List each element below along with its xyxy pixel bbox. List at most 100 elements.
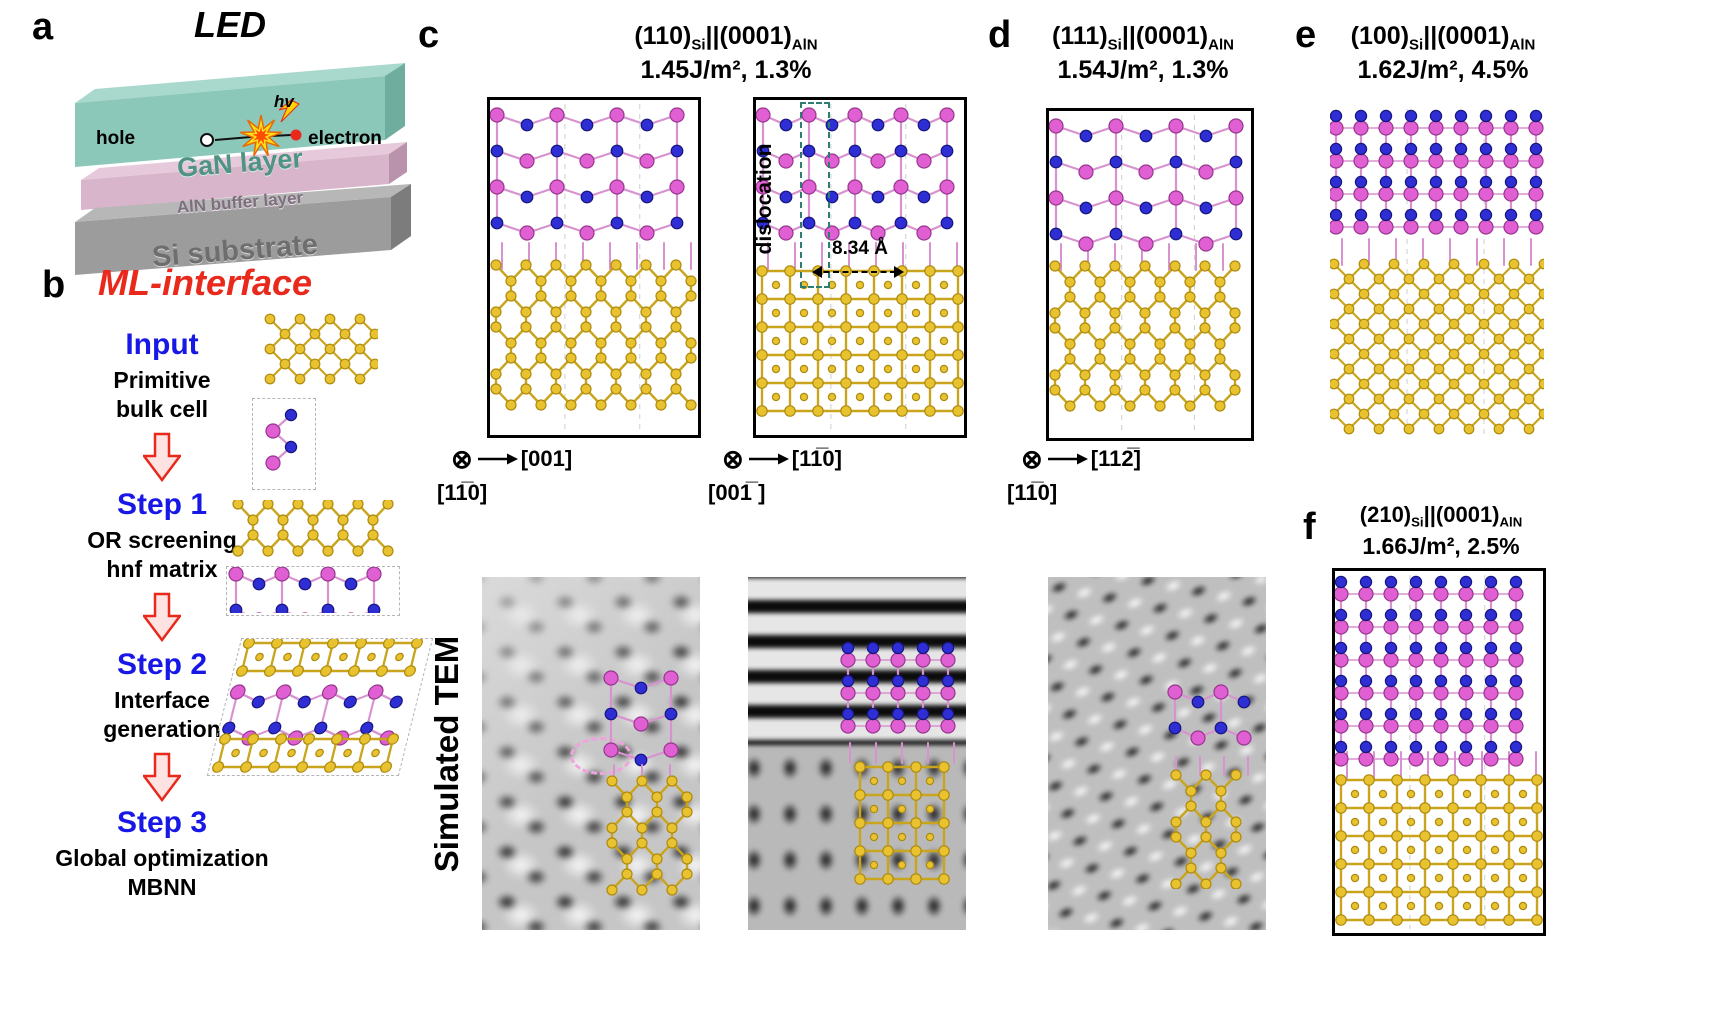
e-sep: || bbox=[1423, 22, 1438, 50]
aln-top-face bbox=[81, 142, 407, 180]
panel-c-label: c bbox=[418, 14, 440, 56]
simulated-tem-label: Simulated TEM bbox=[428, 635, 465, 873]
electron-label: electron bbox=[308, 128, 382, 149]
axis-arrow-icon bbox=[1047, 453, 1088, 465]
distance-label: 8.34 Å bbox=[832, 238, 888, 259]
d-energy: 1.54J/m², 1.3% bbox=[1057, 56, 1229, 85]
electron-dot bbox=[290, 129, 302, 141]
d-plane-si: (111) bbox=[1052, 22, 1108, 50]
e-energy: 1.62J/m², 4.5% bbox=[1357, 56, 1529, 85]
flow-step2-text: Interface generation bbox=[52, 686, 272, 744]
axis-c1: ⊗ [001] [11̅0] bbox=[437, 444, 573, 506]
flow-step1-heading: Step 1 bbox=[116, 488, 208, 521]
flow-input-line2: bulk cell bbox=[115, 396, 209, 422]
distance-arrow-line bbox=[814, 271, 896, 273]
structure-f bbox=[1332, 568, 1546, 936]
flow-step3-heading: Step 3 bbox=[116, 806, 208, 839]
axis-c2: ⊗ [11̅0] [001̅ ] bbox=[708, 444, 842, 506]
tem-c-overlay-structure bbox=[603, 670, 693, 896]
into-page-icon: ⊗ bbox=[722, 444, 744, 474]
hole-dot bbox=[200, 133, 214, 147]
flow-arrow-3-icon bbox=[143, 752, 181, 802]
panel-b-label: b bbox=[42, 264, 66, 306]
panel-d-label: d bbox=[988, 14, 1012, 56]
dislocation-label: dislocation bbox=[753, 143, 776, 255]
d-sub-si: Si bbox=[1107, 36, 1122, 54]
mini-interface-cell bbox=[206, 637, 434, 776]
tem-image-c bbox=[482, 577, 700, 930]
axis-d-dir: [112̅] bbox=[1090, 446, 1141, 471]
flow-arrow-2-icon bbox=[143, 592, 181, 642]
flow-arrow-1-icon bbox=[143, 432, 181, 482]
panel-f-title: (210)Si||(0001)AlN 1.66J/m², 2.5% bbox=[1330, 502, 1552, 560]
si-side-face bbox=[391, 184, 411, 250]
si-front-face bbox=[75, 197, 391, 275]
axis-d: ⊗ [112̅] [11̅0] bbox=[1007, 444, 1141, 506]
flow-step1-line2: hnf matrix bbox=[106, 556, 218, 582]
f-plane-aln: (0001) bbox=[1435, 502, 1500, 527]
d-sub-aln: AlN bbox=[1208, 36, 1234, 54]
distance-arrow-left-icon bbox=[806, 266, 822, 278]
gan-side-face bbox=[385, 63, 405, 140]
axis-c2-into: [001̅ ] bbox=[708, 480, 766, 505]
structure-c2 bbox=[753, 97, 967, 438]
distance-arrow-right-icon bbox=[894, 266, 910, 278]
axis-c1-into: [11̅0] bbox=[437, 480, 488, 505]
flow-step2-line2: generation bbox=[103, 716, 221, 742]
mini-si-slab bbox=[232, 500, 394, 557]
f-sub-si: Si bbox=[1411, 514, 1424, 530]
axis-arrow-icon bbox=[748, 453, 789, 465]
photon-starburst bbox=[240, 99, 300, 157]
flow-step3-line1: Global optimization bbox=[55, 845, 269, 871]
axis-c1-dir: [001] bbox=[520, 446, 573, 471]
d-sep: || bbox=[1121, 22, 1136, 50]
flow-step1-line1: OR screening bbox=[87, 527, 237, 553]
si-top-face bbox=[75, 184, 411, 222]
recombination-line bbox=[214, 136, 252, 141]
c-sep: || bbox=[705, 22, 720, 50]
tem-c2-overlay-structure bbox=[840, 641, 956, 885]
c-plane-aln: (0001) bbox=[719, 22, 792, 50]
led-schematic bbox=[75, 63, 411, 275]
e-sub-si: Si bbox=[1409, 36, 1424, 54]
structure-e bbox=[1328, 105, 1565, 442]
dislocation-outline bbox=[800, 102, 830, 288]
hv-label: hv bbox=[274, 92, 294, 111]
into-page-icon: ⊗ bbox=[1021, 444, 1043, 474]
panel-e-label: e bbox=[1295, 14, 1317, 56]
axis-c2-dir: [11̅0] bbox=[791, 446, 842, 471]
f-energy: 1.66J/m², 2.5% bbox=[1362, 532, 1520, 559]
flow-input-heading: Input bbox=[125, 328, 199, 361]
panel-d-title: (111)Si||(0001)AlN 1.54J/m², 1.3% bbox=[1012, 22, 1274, 85]
panel-c-title: (110)Si||(0001)AlN 1.45J/m², 1.3% bbox=[561, 22, 891, 85]
hole-label: hole bbox=[96, 128, 136, 149]
axis-d-into: [11̅0] bbox=[1007, 480, 1058, 505]
flow-input-text: Primitive bulk cell bbox=[52, 366, 272, 424]
e-plane-aln: (0001) bbox=[1437, 22, 1510, 50]
aln-side-face bbox=[389, 142, 407, 184]
into-page-icon: ⊗ bbox=[451, 444, 473, 474]
mini-si-bulk-cell bbox=[264, 313, 378, 385]
flow-step1-text: OR screening hnf matrix bbox=[52, 526, 272, 584]
c-plane-si: (110) bbox=[634, 22, 692, 50]
panel-f-label: f bbox=[1303, 506, 1316, 548]
tem-d-overlay-structure bbox=[1167, 684, 1252, 889]
e-sub-aln: AlN bbox=[1509, 36, 1536, 54]
gan-top-face bbox=[75, 63, 405, 103]
panel-e-title: (100)Si||(0001)AlN 1.62J/m², 4.5% bbox=[1318, 22, 1568, 85]
mini-aln-slab bbox=[226, 566, 400, 628]
e-plane-si: (100) bbox=[1350, 22, 1410, 50]
tem-image-d bbox=[1048, 577, 1266, 930]
structure-c1 bbox=[487, 97, 701, 438]
d-plane-aln: (0001) bbox=[1135, 22, 1209, 50]
flow-step2-line1: Interface bbox=[114, 687, 210, 713]
aln-front-face bbox=[81, 154, 389, 210]
axis-arrow-icon bbox=[477, 453, 518, 465]
c-sub-aln: AlN bbox=[791, 36, 818, 54]
tem-image-c2 bbox=[748, 577, 966, 930]
gan-front-face bbox=[75, 76, 385, 167]
c-sub-si: Si bbox=[691, 36, 706, 54]
f-sep: || bbox=[1423, 502, 1436, 527]
ml-interface-title: ML-interface bbox=[98, 262, 313, 303]
flow-step2-heading: Step 2 bbox=[116, 648, 208, 681]
